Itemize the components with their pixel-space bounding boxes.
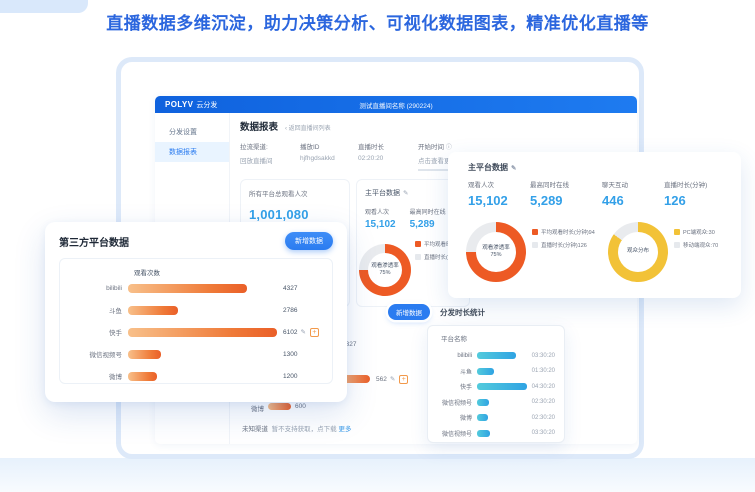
- duration-table-header: 平台名称: [441, 336, 467, 343]
- panel-stat-duration: 直播时长(分钟) 126: [664, 182, 708, 208]
- hidden-bar-value: 4327: [342, 341, 357, 348]
- platform-row: 斗鱼 2786: [109, 305, 298, 315]
- duration-stats-card: 平台名称 bilibili 03:30:20 斗鱼 01:30:20 快手 04…: [427, 325, 565, 443]
- watch-penetration-donut: 观看渗透率 75%: [466, 222, 526, 282]
- add-data-icon[interactable]: [309, 327, 319, 337]
- views-bar: [128, 283, 247, 293]
- add-data-button[interactable]: 新增数据: [285, 232, 333, 250]
- audience-distribution-donut: 观众分布: [608, 222, 668, 282]
- views-bar: [128, 305, 178, 315]
- info-stream-channel: 拉流渠道: 回放直播间: [240, 144, 273, 165]
- legend-swatch: [674, 229, 680, 235]
- info-start-time: 开始时间 ⓘ 点击查看更多: [418, 141, 457, 171]
- total-views-value: 1,001,080: [249, 207, 309, 222]
- info-play-id: 播放ID hjfhgdsakkd: [300, 144, 335, 162]
- chart-footnote: 未知渠道 暂不支持获取，点下载 更多: [242, 426, 352, 433]
- penetration-legend: 平均观看时长(分钟)94 直播时长(分钟)126: [532, 228, 595, 254]
- duration-row: 微博 02:30:20: [459, 414, 555, 423]
- duration-row: 快手 04:30:20: [459, 383, 555, 392]
- audience-legend: PC端观众:30 移动端观众:70: [674, 228, 718, 254]
- duration-bar: [477, 383, 527, 391]
- edit-icon[interactable]: [403, 190, 408, 197]
- brand-logo: POLYV: [165, 100, 194, 109]
- hidden-row2-value: 600: [295, 403, 306, 410]
- duration-bar: [477, 414, 488, 422]
- duration-row: 微信视频号 02:30:20: [441, 398, 555, 407]
- duration-bar: [477, 398, 489, 406]
- edit-icon[interactable]: [300, 328, 305, 336]
- panel-stat-views: 观看人次 15,102: [468, 182, 508, 208]
- platform-row: 快手 6102: [70, 321, 322, 343]
- duration-stats-title: 分发时长统计: [440, 308, 485, 317]
- panel-stat-chat: 聊天互动 446: [602, 182, 628, 208]
- views-bar: [128, 349, 161, 359]
- legend-swatch: [415, 241, 421, 247]
- duration-bar: [477, 429, 490, 437]
- room-title: 测试直播间名称 (290224): [359, 102, 433, 110]
- duration-row: bilibili 03:30:20: [457, 352, 555, 360]
- bottom-decoration: [0, 458, 755, 492]
- hidden-bar-row: 562: [376, 375, 409, 384]
- window-header: POLYV 云分发 测试直播间名称 (290224): [155, 96, 637, 113]
- platform-row: bilibili 4327: [106, 283, 298, 293]
- info-icon: ⓘ: [445, 145, 452, 151]
- edit-icon[interactable]: [390, 376, 395, 383]
- page-title: 数据报表: [240, 122, 279, 133]
- legend-swatch: [532, 242, 538, 248]
- third-party-title: 第三方平台数据: [59, 237, 129, 249]
- title-row: 数据报表 ‹ 返回直播间列表: [240, 119, 331, 133]
- more-link[interactable]: 更多: [338, 426, 352, 433]
- watch-penetration-donut: 观看渗透率 75%: [359, 244, 411, 296]
- platform-row: 微信视频号 1300: [89, 349, 298, 359]
- third-party-chart: 观看次数 bilibili 4327 斗鱼 2786 快手 6102 微信视频号: [59, 258, 333, 384]
- hidden-row2-label: 微博: [251, 406, 264, 413]
- chart-axis-label: 观看次数: [134, 270, 160, 277]
- duration-row: 微信视频号 03:30:20: [441, 429, 555, 438]
- duration-bar: [477, 367, 494, 375]
- add-data-icon[interactable]: [399, 375, 409, 384]
- third-party-card: 第三方平台数据 新增数据 观看次数 bilibili 4327 斗鱼 2786 …: [45, 222, 347, 402]
- hidden-row2-bar: [268, 403, 291, 410]
- page-headline: 直播数据多维沉淀，助力决策分析、可视化数据图表，精准优化直播等: [106, 14, 649, 33]
- hidden-bar: [338, 375, 370, 383]
- views-bar: [128, 327, 277, 337]
- add-data-badge[interactable]: 新增数据: [388, 304, 430, 320]
- breadcrumb[interactable]: ‹ 返回直播间列表: [285, 126, 331, 132]
- brand-product-name: 云分发: [196, 101, 218, 109]
- stat-views: 观看人次 15,102: [365, 210, 396, 230]
- stat-peak-online: 最高同时在线 5,289: [409, 210, 446, 230]
- edit-icon[interactable]: [511, 165, 516, 172]
- platform-row: 微博 1200: [109, 371, 298, 381]
- views-bar: [128, 371, 157, 381]
- legend-swatch: [415, 254, 421, 260]
- panel-stat-peak-online: 最高同时在线 5,289: [530, 182, 569, 208]
- info-live-duration: 直播时长 02:20:20: [358, 144, 384, 162]
- legend-swatch: [532, 229, 538, 235]
- sidebar-item-distribution-settings[interactable]: 分发设置: [169, 129, 197, 136]
- top-left-decoration: [0, 0, 88, 13]
- duration-bar: [477, 352, 516, 360]
- sidebar-item-data-report[interactable]: 数据报表: [155, 142, 229, 162]
- duration-row: 斗鱼 01:30:20: [459, 367, 555, 376]
- legend-swatch: [674, 242, 680, 248]
